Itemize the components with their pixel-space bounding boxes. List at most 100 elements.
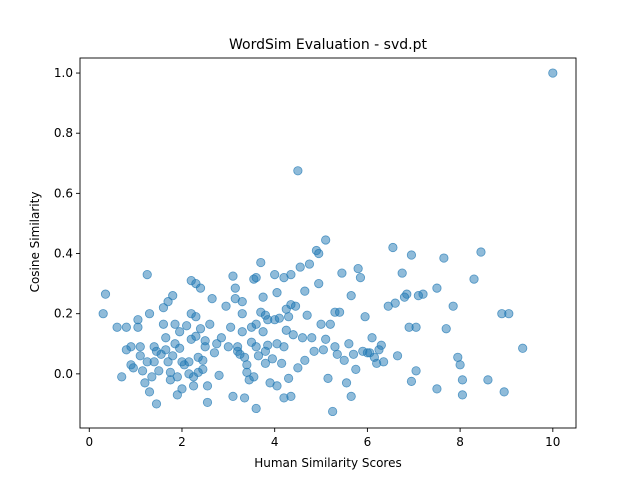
ticks-layer: 0 2 4 6 8 10 0.0 0.2 0.4 0.6 0.8 1.0 bbox=[54, 66, 561, 449]
data-point bbox=[258, 327, 268, 337]
data-point bbox=[182, 321, 192, 331]
data-point bbox=[251, 272, 261, 283]
data-point bbox=[161, 345, 171, 355]
data-point bbox=[321, 334, 331, 344]
data-point bbox=[267, 354, 277, 364]
data-point bbox=[388, 242, 398, 253]
data-point bbox=[288, 330, 298, 340]
data-point bbox=[346, 291, 356, 301]
data-point bbox=[504, 309, 514, 319]
x-tick-label: 2 bbox=[178, 435, 186, 449]
points-layer bbox=[98, 68, 558, 417]
data-point bbox=[237, 327, 247, 337]
data-point bbox=[397, 268, 407, 278]
data-point bbox=[163, 357, 173, 367]
data-point bbox=[195, 283, 206, 293]
y-tick-label: 0.6 bbox=[54, 186, 73, 200]
y-tick-label: 0.2 bbox=[54, 307, 73, 321]
data-point bbox=[402, 289, 412, 299]
data-point bbox=[263, 340, 273, 350]
data-point bbox=[177, 384, 187, 394]
data-point bbox=[302, 310, 312, 320]
data-point bbox=[290, 301, 301, 311]
data-point bbox=[212, 339, 222, 349]
x-tick-label: 0 bbox=[85, 435, 93, 449]
data-point bbox=[367, 333, 377, 343]
data-point bbox=[100, 289, 111, 299]
data-point bbox=[251, 319, 261, 329]
data-point bbox=[457, 375, 468, 385]
data-point bbox=[128, 363, 138, 373]
data-point bbox=[154, 366, 164, 376]
data-point bbox=[453, 352, 463, 362]
data-point bbox=[172, 372, 182, 382]
data-point bbox=[351, 364, 361, 374]
data-point bbox=[98, 309, 108, 319]
x-tick-label: 10 bbox=[545, 435, 560, 449]
data-point bbox=[392, 351, 403, 361]
data-point bbox=[418, 289, 428, 299]
data-point bbox=[228, 271, 238, 281]
data-point bbox=[286, 269, 296, 280]
data-point bbox=[151, 399, 162, 409]
x-tick-label: 4 bbox=[271, 435, 279, 449]
data-point bbox=[158, 319, 169, 329]
data-point bbox=[135, 351, 145, 361]
data-point bbox=[448, 301, 458, 311]
data-point bbox=[126, 342, 136, 352]
data-point bbox=[144, 387, 155, 397]
axes-frame bbox=[79, 57, 577, 429]
data-point bbox=[469, 274, 479, 284]
data-point bbox=[142, 269, 152, 280]
data-point bbox=[158, 303, 169, 313]
data-point bbox=[348, 349, 359, 359]
data-point bbox=[499, 387, 509, 397]
data-point bbox=[483, 375, 493, 385]
data-point bbox=[328, 406, 338, 417]
data-point bbox=[281, 325, 291, 335]
data-point bbox=[207, 294, 217, 304]
data-point bbox=[406, 250, 417, 260]
data-point bbox=[353, 263, 363, 274]
data-point bbox=[295, 262, 305, 272]
y-axis-label: Cosine Similarity bbox=[28, 192, 42, 293]
data-point bbox=[251, 403, 261, 414]
data-point bbox=[256, 257, 266, 268]
data-point bbox=[297, 333, 308, 343]
data-point bbox=[184, 357, 194, 367]
data-point bbox=[253, 351, 264, 361]
data-point bbox=[277, 358, 287, 368]
data-point bbox=[137, 366, 148, 376]
data-point bbox=[230, 283, 240, 293]
data-point bbox=[293, 166, 303, 176]
data-point bbox=[314, 248, 324, 259]
data-point bbox=[411, 322, 421, 332]
data-point bbox=[341, 378, 352, 388]
data-point bbox=[147, 372, 157, 382]
data-point bbox=[221, 301, 231, 311]
data-point bbox=[455, 360, 465, 370]
data-point bbox=[379, 357, 389, 367]
data-point bbox=[140, 378, 150, 388]
data-point bbox=[121, 322, 131, 332]
data-point bbox=[214, 370, 224, 380]
data-point bbox=[198, 355, 208, 365]
data-point bbox=[209, 348, 220, 358]
data-point bbox=[216, 333, 226, 343]
data-point bbox=[144, 309, 155, 319]
data-point bbox=[376, 340, 386, 350]
data-point bbox=[321, 235, 331, 245]
data-point bbox=[251, 342, 261, 352]
data-point bbox=[283, 373, 294, 383]
data-point bbox=[411, 366, 421, 376]
data-point bbox=[237, 297, 247, 307]
data-point bbox=[249, 372, 259, 382]
data-point bbox=[200, 342, 210, 352]
x-tick-label: 6 bbox=[364, 435, 372, 449]
data-point bbox=[161, 333, 171, 343]
chart-title: WordSim Evaluation - svd.pt bbox=[229, 37, 427, 53]
data-point bbox=[172, 390, 182, 400]
data-point bbox=[346, 391, 356, 402]
